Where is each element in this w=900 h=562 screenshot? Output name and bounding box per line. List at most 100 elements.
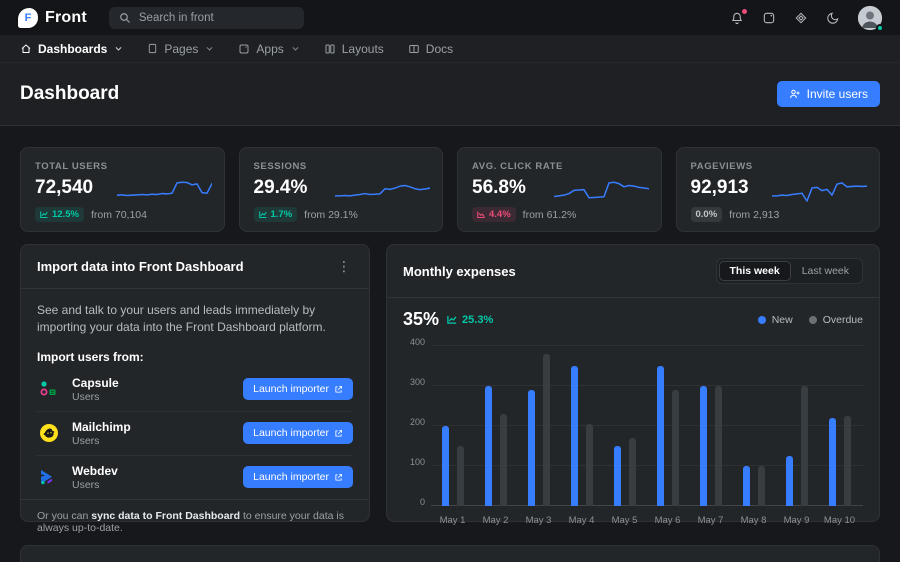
launch-importer-button[interactable]: Launch importer [243,466,353,488]
toggle-this-week[interactable]: This week [719,261,791,281]
bar-new-may-2 [485,386,492,506]
status-badge: 12.5% [35,207,84,222]
bar-new-may-8 [743,466,750,506]
bar-new-may-5 [614,446,621,506]
bar-overdue-may-7 [715,386,722,506]
sparkline-chart [554,170,649,212]
grid-diamond-icon[interactable] [794,11,808,25]
person-plus-icon [789,88,801,100]
bar-new-may-9 [786,456,793,506]
stat-card-total-users: TOTAL USERS 72,540 12.5% from 70,104 [20,147,225,232]
legend-dot [809,316,817,324]
capsule-logo-icon [37,377,61,401]
bar-overdue-may-2 [500,414,507,506]
secondary-navbar: Dashboards Pages Apps Layouts Docs [0,35,900,63]
card-title: Monthly expenses [403,264,516,279]
mailchimp-logo-icon [37,421,61,445]
brand-logo[interactable]: F Front [18,8,87,28]
nav-label: Layouts [342,42,384,56]
nav-item-apps[interactable]: Apps [238,42,299,56]
book-icon [408,43,420,55]
invite-users-button[interactable]: Invite users [777,81,880,107]
bar-overdue-may-1 [457,446,464,506]
stat-card-sessions: SESSIONS 29.4% 1.7% from 29.1% [239,147,444,232]
app-window-icon[interactable] [762,11,776,25]
status-badge: 0.0% [691,207,723,222]
nav-label: Docs [426,42,453,56]
launch-importer-button[interactable]: Launch importer [243,422,353,444]
legend-item-new: New [758,314,793,326]
expenses-delta: 25.3% [447,314,493,326]
search-placeholder: Search in front [139,12,214,24]
invite-users-label: Invite users [807,87,868,101]
nav-item-layouts[interactable]: Layouts [324,42,384,56]
bar-new-may-6 [657,366,664,506]
bar-new-may-3 [528,390,535,506]
sparkline-chart [335,170,430,212]
search-input[interactable]: Search in front [109,7,304,29]
brand-name: Front [45,9,87,27]
import-data-card: Import data into Front Dashboard ⋮ See a… [20,244,370,522]
chevron-down-icon [205,44,214,53]
import-footer: Or you can sync data to Front Dashboard … [21,499,369,544]
bar-new-may-4 [571,366,578,506]
nav-label: Pages [164,42,198,56]
partial-card [20,545,880,562]
page-header: Dashboard Invite users [0,63,900,126]
front-logo-icon: F [18,8,38,28]
bar-overdue-may-5 [629,438,636,506]
bar-overdue-may-6 [672,390,679,506]
nav-item-docs[interactable]: Docs [408,42,453,56]
sparkline-chart [772,170,867,212]
kebab-menu-icon[interactable]: ⋮ [335,258,353,275]
bar-overdue-may-8 [758,466,765,506]
chart-legend: New Overdue [758,314,863,326]
nav-item-pages[interactable]: Pages [147,42,214,56]
week-toggle: This week Last week [716,258,863,284]
browser-icon [238,43,250,55]
import-row-mailchimp: Mailchimp Users Launch importer [37,412,353,456]
nav-label: Dashboards [38,42,107,56]
page-icon [147,43,158,54]
import-subheading: Import users from: [37,350,353,364]
webdev-logo-icon [37,465,61,489]
expenses-value: 35% [403,309,439,330]
bar-overdue-may-9 [801,386,808,506]
launch-importer-button[interactable]: Launch importer [243,378,353,400]
home-icon [20,43,32,55]
page-title: Dashboard [20,83,119,105]
status-badge: 1.7% [254,207,298,222]
monthly-expenses-card: Monthly expenses This week Last week 35%… [386,244,880,522]
sync-data-link[interactable]: sync data to Front Dashboard [91,510,240,522]
legend-dot [758,316,766,324]
bar-overdue-may-10 [844,416,851,506]
service-name: Mailchimp [72,420,131,434]
online-status-dot [876,24,884,32]
external-link-icon [334,473,343,482]
service-sub: Users [72,435,131,447]
stat-card-avg-click-rate: AVG. CLICK RATE 56.8% 4.4% from 61.2% [457,147,662,232]
sparkline-chart [117,170,212,212]
import-row-webdev: Webdev Users Launch importer [37,456,353,499]
bar-new-may-7 [700,386,707,506]
avatar[interactable] [858,6,882,30]
import-description: See and talk to your users and leads imm… [37,302,353,337]
service-name: Webdev [72,464,118,478]
service-sub: Users [72,391,119,403]
nav-label: Apps [256,42,283,56]
service-sub: Users [72,479,118,491]
stat-card-pageviews: PAGEVIEWS 92,913 0.0% from 2,913 [676,147,881,232]
bar-chart: 0100200300400May 1May 2May 3May 4May 5Ma… [403,346,863,506]
bar-new-may-10 [829,418,836,506]
service-name: Capsule [72,376,119,390]
toggle-last-week[interactable]: Last week [791,261,860,281]
layout-columns-icon [324,43,336,55]
notification-badge [741,8,748,15]
bell-icon[interactable] [730,11,744,25]
search-icon [119,12,131,24]
external-link-icon [334,385,343,394]
stats-row: TOTAL USERS 72,540 12.5% from 70,104 SES… [20,147,880,232]
moon-icon[interactable] [826,11,840,25]
nav-item-dashboards[interactable]: Dashboards [20,42,123,56]
card-title: Import data into Front Dashboard [37,259,244,274]
